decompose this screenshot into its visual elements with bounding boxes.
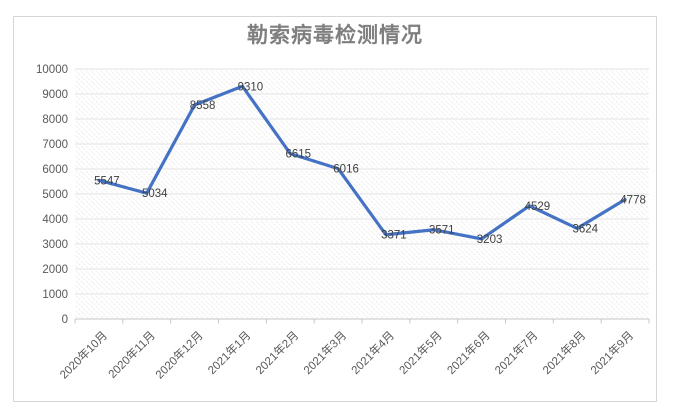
data-labels: 5547 5034 8558 9310 6615 6016 3371 3571 3203 4529… [94, 81, 646, 246]
x-axis-label: 2021年4月 [348, 328, 397, 377]
axes [74, 318, 650, 324]
x-axis-label: 2020年11月 [105, 328, 158, 381]
x-axis-label: 2021年5月 [396, 328, 445, 377]
x-axis-label: 2021年8月 [540, 328, 589, 377]
data-label: 4778 [620, 195, 646, 207]
y-axis-label: 1000 [42, 289, 68, 301]
data-label: 6016 [333, 164, 359, 176]
series-line [97, 84, 627, 241]
y-axis-label: 5000 [42, 189, 68, 201]
data-label: 8558 [190, 100, 216, 112]
y-axis-label: 3000 [42, 239, 68, 251]
y-axis-label: 9000 [42, 89, 68, 101]
data-label: 3371 [381, 230, 407, 242]
y-axis-label: 2000 [42, 264, 68, 276]
x-axis-label: 2020年12月 [152, 328, 205, 381]
data-label: 3571 [429, 225, 455, 237]
y-axis-labels: 0 1000 2000 3000 4000 5000 6000 7000 8000 9000 100… [36, 64, 68, 326]
y-axis-label: 7000 [42, 139, 68, 151]
data-label: 3624 [572, 223, 598, 235]
data-label: 6615 [285, 149, 311, 161]
y-axis-label: 0 [62, 314, 68, 326]
data-label: 5547 [94, 175, 120, 187]
x-axis-label: 2021年1月 [205, 328, 254, 377]
x-axis-label: 2021年6月 [444, 328, 493, 377]
x-axis-label: 2020年10月 [57, 328, 110, 381]
data-label: 9310 [238, 81, 264, 93]
y-axis-label: 10000 [36, 64, 68, 76]
data-label: 4529 [525, 201, 551, 213]
y-axis-label: 6000 [42, 164, 68, 176]
data-label: 5034 [142, 188, 168, 200]
data-label: 3203 [477, 234, 503, 246]
x-axis-label: 2021年2月 [253, 328, 302, 377]
y-axis-label: 8000 [42, 114, 68, 126]
series-line-group [97, 84, 627, 241]
y-axis-label: 4000 [42, 214, 68, 226]
x-axis-label: 2021年9月 [587, 328, 636, 377]
gridlines [75, 67, 649, 296]
x-axis-label: 2021年7月 [492, 328, 541, 377]
x-axis-label: 2021年3月 [300, 328, 349, 377]
